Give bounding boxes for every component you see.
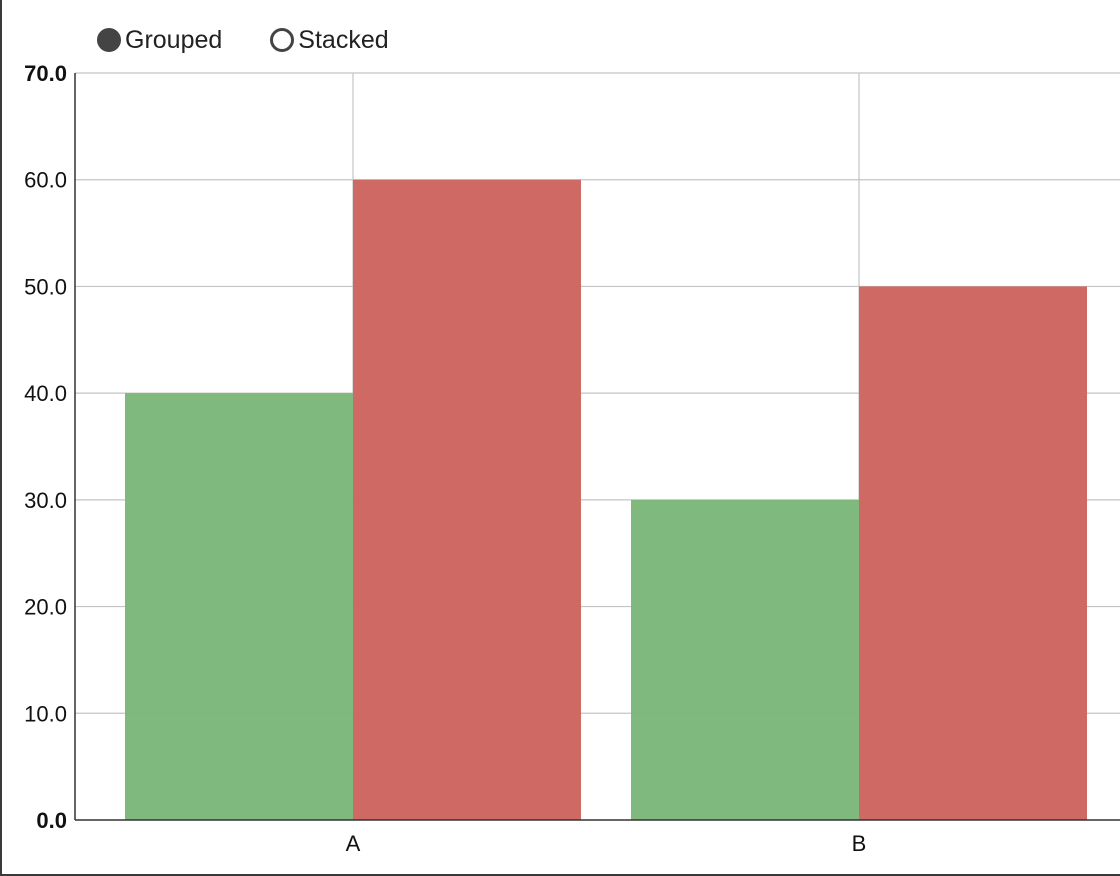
x-tick-label: B bbox=[852, 831, 867, 856]
y-tick-label: 50.0 bbox=[24, 274, 67, 299]
bar-b-series-2[interactable] bbox=[859, 286, 1087, 820]
y-tick-label: 30.0 bbox=[24, 488, 67, 513]
radio-checked-icon bbox=[97, 28, 121, 52]
y-axis-ticks: 0.0 10.0 20.0 30.0 40.0 50.0 60.0 70.0 bbox=[24, 61, 67, 833]
y-tick-label: 0.0 bbox=[36, 808, 67, 833]
y-tick-label: 10.0 bbox=[24, 701, 67, 726]
x-tick-label: A bbox=[346, 831, 361, 856]
layout-toggle: Grouped Stacked bbox=[97, 24, 389, 56]
radio-unchecked-icon bbox=[270, 28, 295, 52]
y-tick-label: 40.0 bbox=[24, 381, 67, 406]
bars bbox=[125, 179, 1087, 820]
bar-a-series-1[interactable] bbox=[125, 393, 353, 820]
y-tick-label: 60.0 bbox=[24, 168, 67, 193]
bar-b-series-1[interactable] bbox=[631, 499, 859, 820]
y-tick-label: 70.0 bbox=[24, 61, 67, 86]
bar-a-series-2[interactable] bbox=[353, 179, 581, 820]
grouped-radio[interactable]: Grouped bbox=[97, 26, 222, 55]
grouped-label: Grouped bbox=[125, 25, 223, 54]
y-tick-label: 20.0 bbox=[24, 595, 67, 620]
axes bbox=[74, 73, 1120, 821]
stacked-radio[interactable]: Stacked bbox=[270, 25, 389, 55]
stacked-label: Stacked bbox=[298, 25, 389, 54]
